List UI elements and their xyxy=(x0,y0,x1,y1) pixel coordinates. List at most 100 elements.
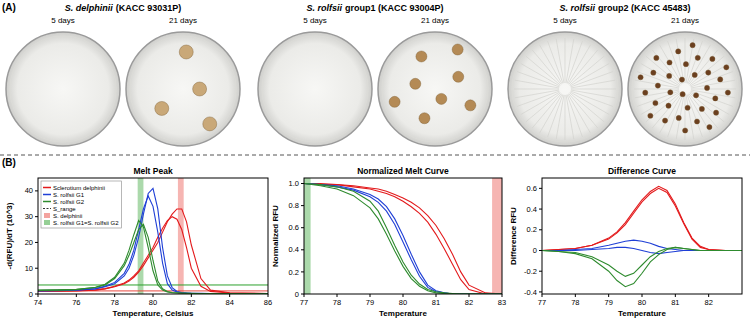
y-tick xyxy=(35,216,38,217)
sclerotium xyxy=(683,62,688,67)
sclerotium xyxy=(203,117,217,131)
sclerotium xyxy=(419,113,430,124)
mycelium-strand xyxy=(571,80,615,88)
sclerotium xyxy=(695,55,700,60)
x-tick xyxy=(675,294,676,297)
isolate-title: S. delphinii(KACC 93031P) xyxy=(65,3,182,13)
y-tick xyxy=(539,250,542,251)
threshold-line xyxy=(38,284,268,285)
sclerotium xyxy=(410,78,421,89)
mycelium-strand xyxy=(635,80,679,88)
x-tick-label: 86 xyxy=(264,298,272,307)
x-tick xyxy=(337,294,338,297)
x-tick-label: 81 xyxy=(671,298,679,307)
chart: Melt Peak74767880828486010203040Temperat… xyxy=(5,166,272,318)
dish-rim xyxy=(382,36,488,142)
mycelium-strand xyxy=(685,38,686,83)
mycelium-strand xyxy=(676,95,684,139)
melt-curve xyxy=(304,184,502,294)
sclerotium xyxy=(679,77,684,82)
mycelium-strand xyxy=(566,95,574,139)
legend-label: Sclerotium delphinii xyxy=(53,185,105,191)
sclerotium xyxy=(718,77,723,82)
legend-label: S_range xyxy=(53,206,76,212)
chart-title: Difference Curve xyxy=(608,166,676,176)
sclerotium xyxy=(436,93,447,104)
x-tick xyxy=(403,294,404,297)
mycelium-strand xyxy=(548,41,563,83)
legend-label: S. rolfsii G2 xyxy=(53,199,85,205)
y-tick-label: 0.4 xyxy=(527,205,537,214)
sclerotium xyxy=(676,115,681,120)
sclerotium xyxy=(706,70,711,75)
mycelium-strand xyxy=(687,95,702,137)
y-tick-label: 0.6 xyxy=(527,184,537,193)
y-axis-label: Normalized RFU xyxy=(271,205,280,267)
y-tick xyxy=(539,229,542,230)
petri-dish xyxy=(258,32,372,146)
sclerotium xyxy=(666,103,671,108)
sclerotium xyxy=(465,100,476,111)
sclerotium xyxy=(690,43,695,48)
y-tick-label: 0.8 xyxy=(289,201,299,210)
sclerotium xyxy=(713,96,718,101)
species: S. rolfsii xyxy=(306,3,342,13)
melt-curve xyxy=(542,247,742,286)
y-tick xyxy=(539,291,542,292)
plot-frame xyxy=(304,178,502,294)
plot-frame xyxy=(542,178,742,294)
legend-swatch xyxy=(43,187,51,189)
x-tick xyxy=(370,294,371,297)
species: S. delphinii xyxy=(65,3,114,13)
sclerotium xyxy=(725,90,730,95)
petri-dish xyxy=(508,32,622,146)
x-axis-label: Temperature xyxy=(618,309,666,318)
x-tick xyxy=(469,294,470,297)
legend-swatch xyxy=(43,208,51,209)
melt-curve xyxy=(542,240,742,250)
mycelium-strand xyxy=(568,45,591,84)
sclerotium xyxy=(655,83,660,88)
plot-area xyxy=(304,178,502,294)
x-tick-label: 79 xyxy=(604,298,612,307)
x-tick-label: 78 xyxy=(571,298,579,307)
mycelium-strand xyxy=(646,56,680,85)
x-tick-label: 81 xyxy=(432,298,440,307)
sclerotium xyxy=(653,100,658,105)
y-tick-label: -0.4 xyxy=(524,288,537,297)
y-tick-label: 0 xyxy=(295,290,299,299)
melt-curve xyxy=(38,209,268,294)
range-band xyxy=(178,178,184,294)
x-tick-label: 80 xyxy=(149,298,157,307)
x-tick-label: 82 xyxy=(704,298,712,307)
y-tick-label: 0.2 xyxy=(289,268,299,277)
mycelium-strand xyxy=(566,39,574,83)
x-tick-label: 78 xyxy=(110,298,118,307)
x-tick xyxy=(575,294,576,297)
sclerotium xyxy=(667,60,672,65)
melt-curve xyxy=(38,221,268,294)
dish-rim xyxy=(10,36,116,142)
melt-curve xyxy=(38,196,268,294)
mycelium-strand xyxy=(567,95,582,137)
mycelium-strand xyxy=(688,45,711,84)
sclerotium xyxy=(680,92,685,97)
x-tick-label: 79 xyxy=(366,298,374,307)
y-tick xyxy=(539,209,542,210)
y-tick xyxy=(539,188,542,189)
legend-swatch xyxy=(44,213,50,218)
mycelium-strand xyxy=(515,80,559,88)
day-label: 5 days xyxy=(51,16,75,25)
mycelium-strand xyxy=(641,64,680,87)
y-tick xyxy=(301,249,304,250)
chart: Normalized Melt Curve7778798081828300.20… xyxy=(271,166,506,318)
x-tick-label: 82 xyxy=(465,298,473,307)
x-tick xyxy=(191,294,192,297)
isolate-title: S. rolfsiigroup2 (KACC 45483) xyxy=(559,3,690,13)
mycelium-strand xyxy=(521,64,560,87)
y-tick-label: -0.2 xyxy=(524,267,537,276)
mycelium-strand xyxy=(571,72,613,87)
x-tick-label: 80 xyxy=(638,298,646,307)
day-label: 21 days xyxy=(671,16,699,25)
x-tick-label: 80 xyxy=(399,298,407,307)
